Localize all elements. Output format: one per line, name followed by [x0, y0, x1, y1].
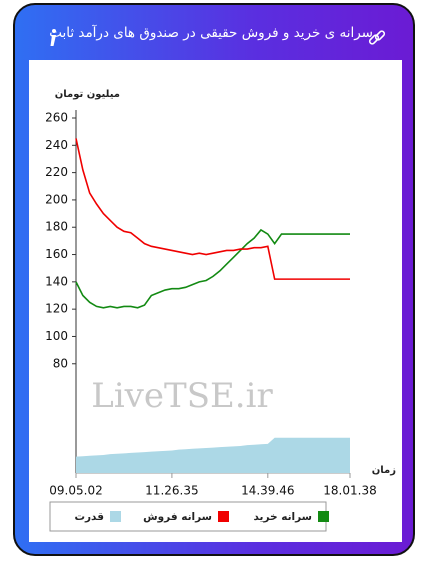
y-tick-label: 160: [45, 247, 68, 261]
y-tick-label: 240: [45, 138, 68, 152]
series-line: [75, 138, 350, 280]
series-line: [75, 228, 350, 309]
legend-label[interactable]: سرانه فروش: [143, 511, 212, 523]
y-tick-label: 220: [45, 165, 68, 179]
x-axis-label: زمان: [372, 465, 396, 476]
y-tick-label: 100: [45, 329, 68, 343]
legend-swatch[interactable]: [110, 511, 121, 522]
header-icons: [50, 29, 386, 46]
y-tick-label: 120: [45, 302, 68, 316]
card-title: سرانه ی خرید و فروش حقیقی در صندوق های د…: [49, 25, 373, 41]
header: سرانه ی خرید و فروش حقیقی در صندوق های د…: [15, 5, 413, 60]
info-icon[interactable]: [50, 29, 57, 46]
x-tick-label: 18.01.38: [323, 484, 376, 498]
legend-label[interactable]: سرانه خرید: [253, 511, 312, 523]
y-tick-label: 80: [53, 356, 68, 370]
link-icon[interactable]: [368, 30, 386, 45]
y-tick-label: 260: [45, 111, 68, 125]
legend-swatch[interactable]: [218, 511, 229, 522]
legend-label[interactable]: قدرت: [74, 511, 104, 523]
y-tick-label: 200: [45, 192, 68, 206]
watermark: LiveTSE.ir: [91, 376, 273, 416]
x-tick-label: 11.26.35: [145, 484, 198, 498]
y-tick-label: 140: [45, 274, 68, 288]
power-area: [76, 437, 350, 473]
y-tick-label: 180: [45, 220, 68, 234]
y-axis-label: میلیون تومان: [55, 89, 120, 100]
legend-swatch[interactable]: [318, 511, 329, 522]
x-tick-label: 09.05.02: [49, 484, 102, 498]
x-tick-label: 14.39.46: [241, 484, 294, 498]
